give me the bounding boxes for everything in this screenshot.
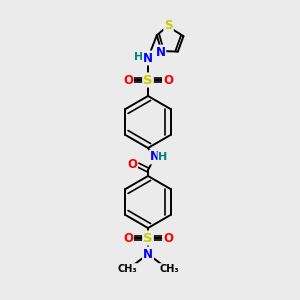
Text: N: N xyxy=(143,52,153,64)
Text: N: N xyxy=(155,46,165,59)
Text: O: O xyxy=(163,74,173,86)
Text: S: S xyxy=(143,74,153,86)
Text: H: H xyxy=(158,152,168,162)
Text: O: O xyxy=(127,158,137,170)
Text: O: O xyxy=(123,74,133,86)
Text: H: H xyxy=(134,52,144,62)
Text: CH₃: CH₃ xyxy=(159,264,179,274)
Text: S: S xyxy=(143,232,153,244)
Text: N: N xyxy=(143,248,153,260)
Text: N: N xyxy=(150,151,160,164)
Text: O: O xyxy=(123,232,133,244)
Text: CH₃: CH₃ xyxy=(117,264,137,274)
Text: S: S xyxy=(164,19,173,32)
Text: O: O xyxy=(163,232,173,244)
